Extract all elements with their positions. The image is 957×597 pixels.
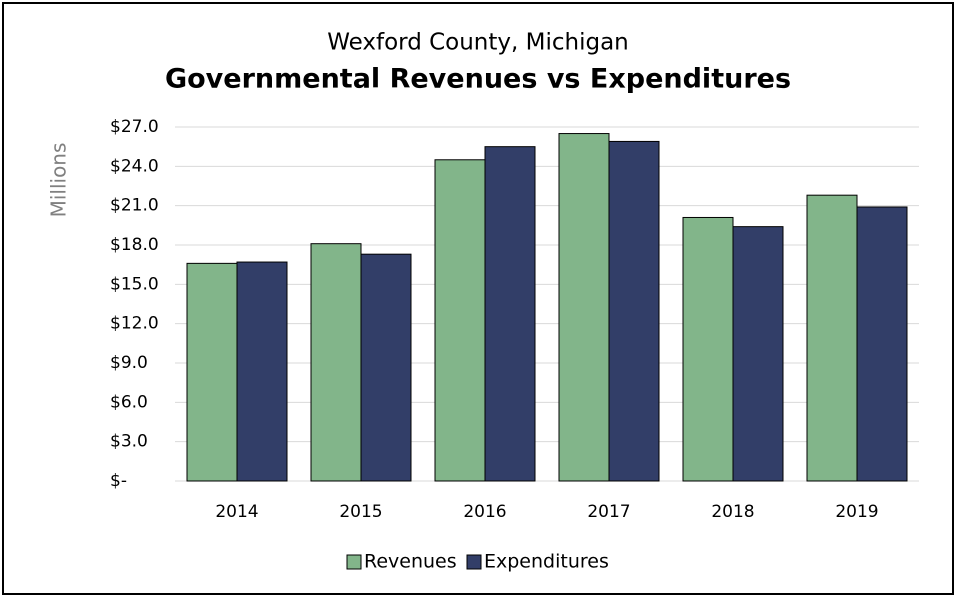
x-tick-label: 2017	[587, 502, 630, 522]
bar	[186, 262, 238, 482]
bar	[434, 159, 486, 482]
bar	[360, 253, 412, 482]
chart-subtitle: Wexford County, Michigan	[327, 30, 629, 56]
y-tick-label: $21.0	[110, 196, 159, 216]
x-tick-label: 2016	[463, 502, 506, 522]
bar	[310, 243, 362, 482]
bar	[806, 194, 858, 482]
y-tick-label: $24.0	[110, 156, 159, 176]
legend-label: Revenues	[364, 551, 457, 573]
y-axis-label: Millions	[47, 143, 71, 218]
y-tick-label: $27.0	[110, 117, 159, 137]
bar	[682, 216, 734, 482]
legend-label: Expenditures	[484, 551, 609, 573]
y-tick-label: $-	[110, 471, 127, 491]
y-tick-label: $15.0	[110, 274, 159, 294]
bar	[732, 226, 784, 482]
bar	[856, 206, 908, 482]
y-tick-label: $9.0	[110, 353, 148, 373]
y-tick-label: $6.0	[110, 392, 148, 412]
x-tick-label: 2014	[215, 502, 258, 522]
bar	[558, 133, 610, 482]
bar	[608, 140, 660, 482]
bar	[236, 261, 288, 482]
legend-swatch	[466, 554, 482, 570]
x-tick-label: 2019	[835, 502, 878, 522]
y-tick-label: $12.0	[110, 314, 159, 334]
bar	[484, 146, 536, 482]
x-tick-label: 2018	[711, 502, 754, 522]
y-tick-label: $3.0	[110, 432, 148, 452]
legend-swatch	[346, 554, 362, 570]
x-tick-label: 2015	[339, 502, 382, 522]
chart-title: Governmental Revenues vs Expenditures	[165, 64, 791, 95]
y-tick-label: $18.0	[110, 235, 159, 255]
